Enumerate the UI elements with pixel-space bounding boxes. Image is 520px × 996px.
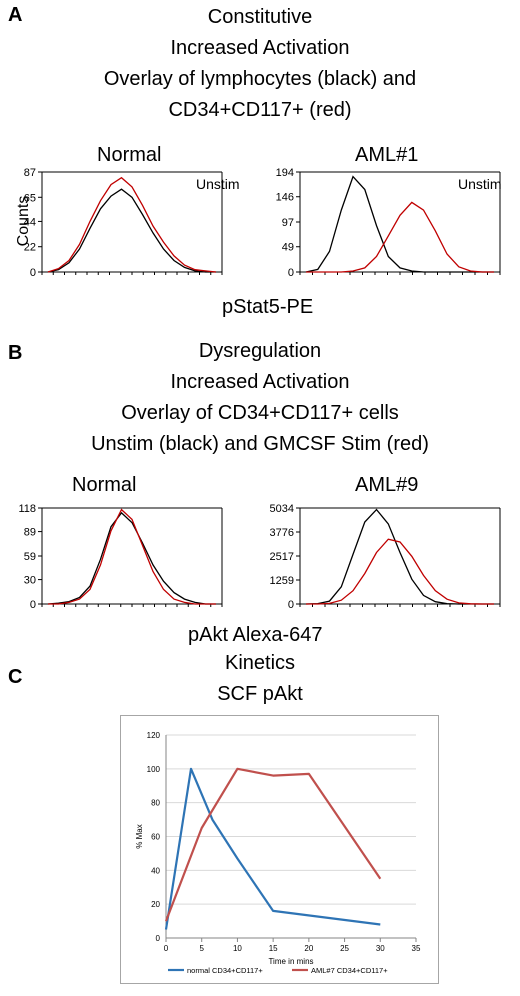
heading-line: SCF pAkt bbox=[217, 683, 303, 705]
x-tick-label: 35 bbox=[412, 944, 421, 953]
histogram-series-black bbox=[305, 508, 494, 605]
histogram-series-black bbox=[47, 188, 216, 273]
heading-line: CD34+CD117+ (red) bbox=[168, 99, 352, 121]
y-tick-label: 1259 bbox=[270, 575, 294, 587]
x-axis-title: Time in mins bbox=[268, 957, 313, 966]
y-axis-title: % Max bbox=[135, 824, 144, 848]
y-tick-label: 60 bbox=[151, 833, 160, 842]
y-tick-label: 80 bbox=[151, 799, 160, 808]
y-tick-label: 194 bbox=[276, 167, 294, 179]
histogram-series-red bbox=[306, 538, 494, 605]
heading-line: Increased Activation bbox=[170, 37, 350, 59]
series-line-normal bbox=[164, 767, 381, 930]
x-tick-label: 25 bbox=[340, 944, 349, 953]
y-tick-label: 5034 bbox=[270, 503, 294, 515]
panel-a-y-axis-label: Counts bbox=[15, 195, 32, 247]
y-tick-label: 97 bbox=[282, 217, 294, 229]
x-tick-label: 20 bbox=[304, 944, 313, 953]
y-tick-label: 0 bbox=[288, 599, 294, 611]
heading-line: Kinetics bbox=[224, 652, 296, 674]
histogram-b-left: 0 30 59 89 118 bbox=[18, 503, 223, 611]
panel-a-letter: A bbox=[8, 4, 23, 26]
panel-a-normal-label: Normal bbox=[97, 144, 162, 166]
panel-b-x-axis-label: pAkt Alexa-647 bbox=[188, 624, 323, 646]
histogram-series-red bbox=[47, 176, 217, 273]
y-tick-label: 0 bbox=[30, 599, 36, 611]
y-tick-label: 3776 bbox=[270, 527, 294, 539]
y-tick-label: 100 bbox=[147, 765, 161, 774]
histogram-series-red bbox=[306, 201, 494, 273]
heading-line: Overlay of lymphocytes (black) and bbox=[103, 68, 417, 90]
x-tick-label: 30 bbox=[376, 944, 385, 953]
x-tick-label: 0 bbox=[164, 944, 169, 953]
histogram-series-black bbox=[47, 511, 216, 605]
y-tick-label: 20 bbox=[151, 900, 160, 909]
heading-line: Unstim (black) and GMCSF Stim (red) bbox=[91, 433, 429, 455]
y-tick-label: 146 bbox=[276, 192, 294, 204]
panel-b-normal-label: Normal bbox=[72, 474, 137, 496]
panel-c-letter: C bbox=[8, 666, 23, 688]
panel-a-x-axis-label: pStat5-PE bbox=[222, 296, 314, 318]
y-tick-label: 87 bbox=[24, 167, 36, 179]
panel-a-left-unstim-tag: Unstim bbox=[196, 176, 240, 192]
x-tick-label: 15 bbox=[269, 944, 278, 953]
x-tick-label: 5 bbox=[199, 944, 204, 953]
y-tick-label: 89 bbox=[24, 527, 36, 539]
legend-entry: normal CD34+CD117+ bbox=[187, 966, 263, 975]
y-tick-label: 0 bbox=[30, 267, 36, 279]
y-tick-label: 40 bbox=[151, 866, 160, 875]
y-tick-label: 0 bbox=[288, 267, 294, 279]
y-tick-label: 120 bbox=[147, 731, 161, 740]
y-tick-label: 0 bbox=[156, 934, 161, 943]
x-tick-label: 10 bbox=[233, 944, 242, 953]
kinetics-chart-frame bbox=[120, 715, 439, 984]
heading-line: Constitutive bbox=[207, 6, 313, 28]
panel-a-right-unstim-tag: Unstim bbox=[458, 176, 502, 192]
panel-b-letter: B bbox=[8, 342, 23, 364]
histogram-b-right: 0 1259 2517 3776 5034 bbox=[270, 503, 501, 611]
y-tick-label: 2517 bbox=[270, 551, 294, 563]
y-tick-label: 118 bbox=[18, 503, 36, 515]
y-tick-label: 59 bbox=[24, 551, 36, 563]
histogram-series-red bbox=[48, 508, 216, 605]
heading-line: Dysregulation bbox=[198, 340, 322, 362]
y-tick-label: 30 bbox=[24, 575, 36, 587]
kinetics-line-chart: 0 20 40 60 80 100 120 0 5 10 15 20 25 30 35 % Max Time i… bbox=[135, 731, 421, 975]
heading-line: Increased Activation bbox=[170, 371, 350, 393]
series-line-aml7 bbox=[164, 767, 382, 922]
y-tick-label: 49 bbox=[282, 242, 294, 254]
panel-b-aml-label: AML#9 bbox=[355, 474, 419, 496]
panel-a-aml-label: AML#1 bbox=[355, 144, 419, 166]
heading-line: Overlay of CD34+CD117+ cells bbox=[121, 402, 399, 424]
legend-entry: AML#7 CD34+CD117+ bbox=[311, 966, 388, 975]
